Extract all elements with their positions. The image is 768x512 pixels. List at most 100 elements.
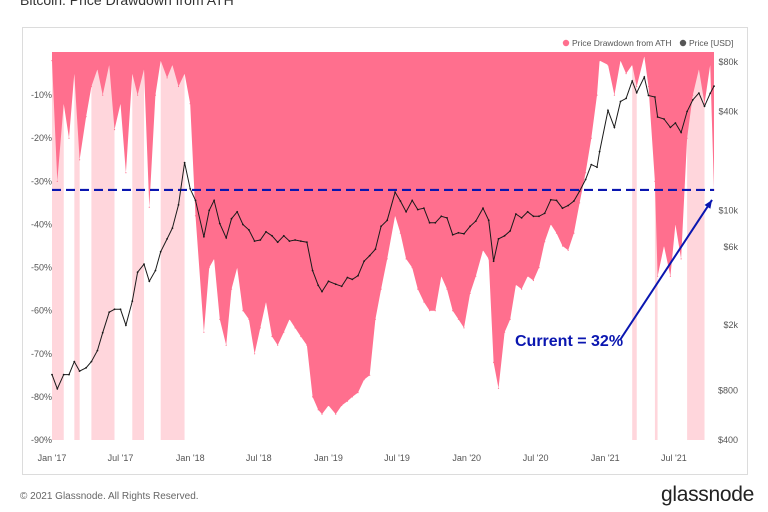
price-point — [96, 349, 99, 352]
drawdown-point — [405, 258, 407, 260]
price-point — [573, 200, 575, 202]
drawdown-point — [607, 64, 609, 66]
price-point — [306, 241, 308, 244]
price-point — [703, 105, 706, 108]
price-point — [598, 150, 601, 153]
price-point — [288, 240, 291, 243]
price-point — [543, 212, 546, 215]
drawdown-point — [636, 85, 638, 88]
y-right-tick-label: $6k — [723, 242, 738, 252]
price-point — [713, 85, 715, 88]
price-point — [321, 290, 323, 293]
price-point — [177, 204, 180, 206]
price-point — [446, 217, 448, 219]
price-point — [386, 219, 389, 222]
drawdown-point — [527, 275, 529, 277]
drawdown-point — [488, 258, 490, 260]
price-point — [85, 366, 87, 369]
y-left-tick-label: -90% — [31, 435, 52, 445]
drawdown-point — [493, 361, 495, 363]
x-tick-label: Jan '20 — [452, 453, 481, 463]
price-point — [654, 96, 656, 98]
price-point — [113, 308, 116, 311]
y-left-tick-label: -20% — [31, 133, 52, 143]
drawdown-point — [698, 68, 700, 70]
price-point — [526, 210, 529, 213]
price-point — [327, 280, 330, 283]
drawdown-point — [703, 103, 706, 105]
price-point — [253, 240, 256, 243]
drawdown-point — [321, 413, 323, 415]
drawdown-point — [85, 116, 87, 118]
price-point — [248, 229, 250, 231]
drawdown-point — [417, 288, 419, 290]
price-point — [368, 254, 371, 257]
drawdown-point — [208, 267, 210, 269]
y-left-tick-label: -70% — [31, 349, 52, 359]
drawdown-point — [631, 64, 633, 66]
drawdown-point — [550, 223, 552, 225]
drawdown-point — [102, 94, 104, 96]
drawdown-point — [131, 73, 133, 75]
legend-marker — [562, 39, 570, 47]
price-point — [357, 274, 359, 277]
price-point — [474, 220, 477, 223]
y-left-tick-label: -10% — [31, 90, 52, 100]
drawdown-point — [341, 404, 343, 407]
drawdown-point — [113, 129, 116, 131]
drawdown-point — [482, 249, 484, 251]
highlight-band — [654, 52, 658, 440]
price-point — [567, 204, 570, 207]
current-annotation-label: Current = 32% — [515, 333, 623, 350]
price-point — [242, 223, 244, 226]
drawdown-point — [79, 159, 81, 161]
drawdown-point — [254, 353, 256, 355]
price-point — [351, 278, 354, 281]
annotation-layer: Current = 32% — [515, 199, 713, 350]
y-right-tick-label: $800 — [718, 386, 738, 396]
drawdown-point — [63, 103, 65, 105]
y-right-tick-label: $2k — [723, 320, 738, 330]
drawdown-point — [475, 275, 477, 277]
drawdown-point — [674, 223, 677, 225]
price-point — [656, 116, 659, 118]
drawdown-point — [423, 301, 425, 303]
y-left-tick-label: -40% — [31, 219, 52, 229]
drawdown-point — [283, 331, 285, 333]
price-point — [119, 308, 122, 311]
y-right-tick-label: $80k — [718, 57, 738, 67]
highlight-band — [52, 52, 64, 440]
price-point — [555, 199, 558, 202]
price-point — [532, 215, 535, 218]
price-point — [561, 207, 564, 210]
price-point — [225, 237, 228, 239]
price-point — [363, 260, 365, 263]
price-point — [492, 260, 495, 263]
drawdown-point — [538, 267, 540, 269]
drawdown-point — [613, 94, 616, 96]
drawdown-point — [374, 318, 376, 320]
legend[interactable]: Price Drawdown from ATH Price [USD] — [562, 38, 734, 48]
drawdown-point — [647, 85, 650, 88]
drawdown-point — [596, 94, 598, 96]
drawdown-point — [452, 310, 454, 312]
drawdown-point — [515, 284, 517, 286]
y-left-tick-label: -50% — [31, 263, 52, 273]
price-point — [509, 230, 512, 232]
x-tick-label: Jan '17 — [38, 453, 67, 463]
price-point — [669, 126, 672, 129]
brand-logo: glassnode — [660, 483, 754, 506]
drawdown-point — [219, 318, 221, 320]
drawdown-point — [654, 180, 656, 182]
drawdown-point — [663, 245, 665, 247]
annotation-arrow-line — [619, 199, 713, 341]
price-point — [218, 222, 221, 225]
price-point — [294, 239, 296, 241]
price-point — [282, 234, 285, 237]
y-left-tick-label: -60% — [31, 306, 52, 316]
y-left-tick-label: -80% — [31, 392, 52, 402]
price-point — [625, 97, 627, 100]
price-point — [680, 131, 682, 134]
